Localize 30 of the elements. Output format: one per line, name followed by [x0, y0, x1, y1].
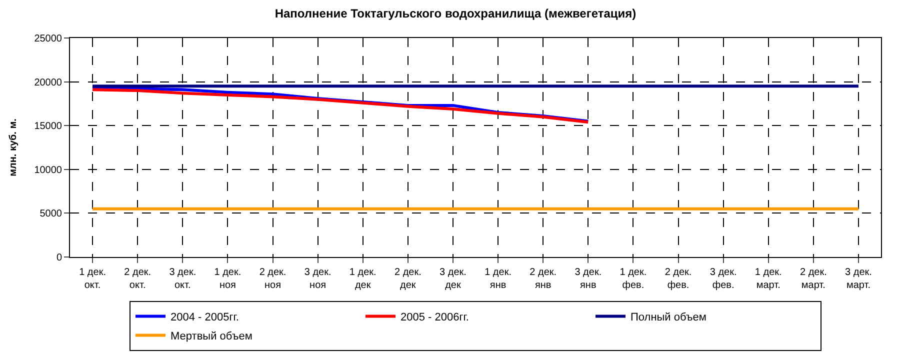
y-axis-title: млн. куб. м.: [8, 118, 20, 176]
y-tick-label: 5000: [40, 208, 62, 220]
legend-label: Полный объем: [630, 312, 706, 324]
legend-label: Мертвый объем: [170, 330, 252, 343]
x-tick-label: 1 дек. ноя: [214, 267, 242, 291]
x-tick-label: 3 дек. фев.: [710, 267, 737, 291]
x-tick-label: 3 дек. янв: [574, 267, 602, 291]
x-tick-label: 2 дек. март.: [800, 267, 827, 291]
x-tick-label: 2 дек. фев.: [664, 267, 692, 291]
x-tick-label: 2 дек. ноя: [259, 267, 286, 291]
y-tick-label: 10000: [34, 164, 62, 176]
chart-title: Наполнение Токтагульского водохранилища (межвегетация): [274, 6, 636, 20]
x-tick-label: 1 дек. март.: [754, 267, 782, 291]
y-tick-label: 0: [56, 252, 62, 264]
legend-label: 2005 - 2006гг.: [400, 312, 469, 324]
x-tick-label: 2 дек. дек: [394, 267, 422, 291]
x-tick-label: 3 дек. дек: [440, 267, 466, 291]
x-tick-label: 2 дек. окт.: [124, 267, 152, 291]
x-tick-label: 3 дек. март.: [845, 267, 872, 291]
x-tick-label: 1 дек. окт.: [79, 267, 106, 291]
y-tick-label: 15000: [34, 121, 62, 132]
x-tick-label: 1 дек. янв: [484, 267, 512, 291]
x-tick-label: 1 дек. фев.: [620, 267, 647, 291]
x-tick-label: 3 дек. окт.: [169, 267, 196, 291]
y-tick-label: 20000: [34, 77, 62, 88]
y-tick-label: 25000: [34, 34, 62, 44]
legend-label: 2004 - 2005гг.: [170, 312, 239, 324]
x-tick-label: 1 дек. дек: [349, 267, 376, 291]
x-tick-label: 2 дек. янв: [530, 267, 557, 291]
x-tick-label: 3 дек. ноя: [304, 267, 332, 291]
